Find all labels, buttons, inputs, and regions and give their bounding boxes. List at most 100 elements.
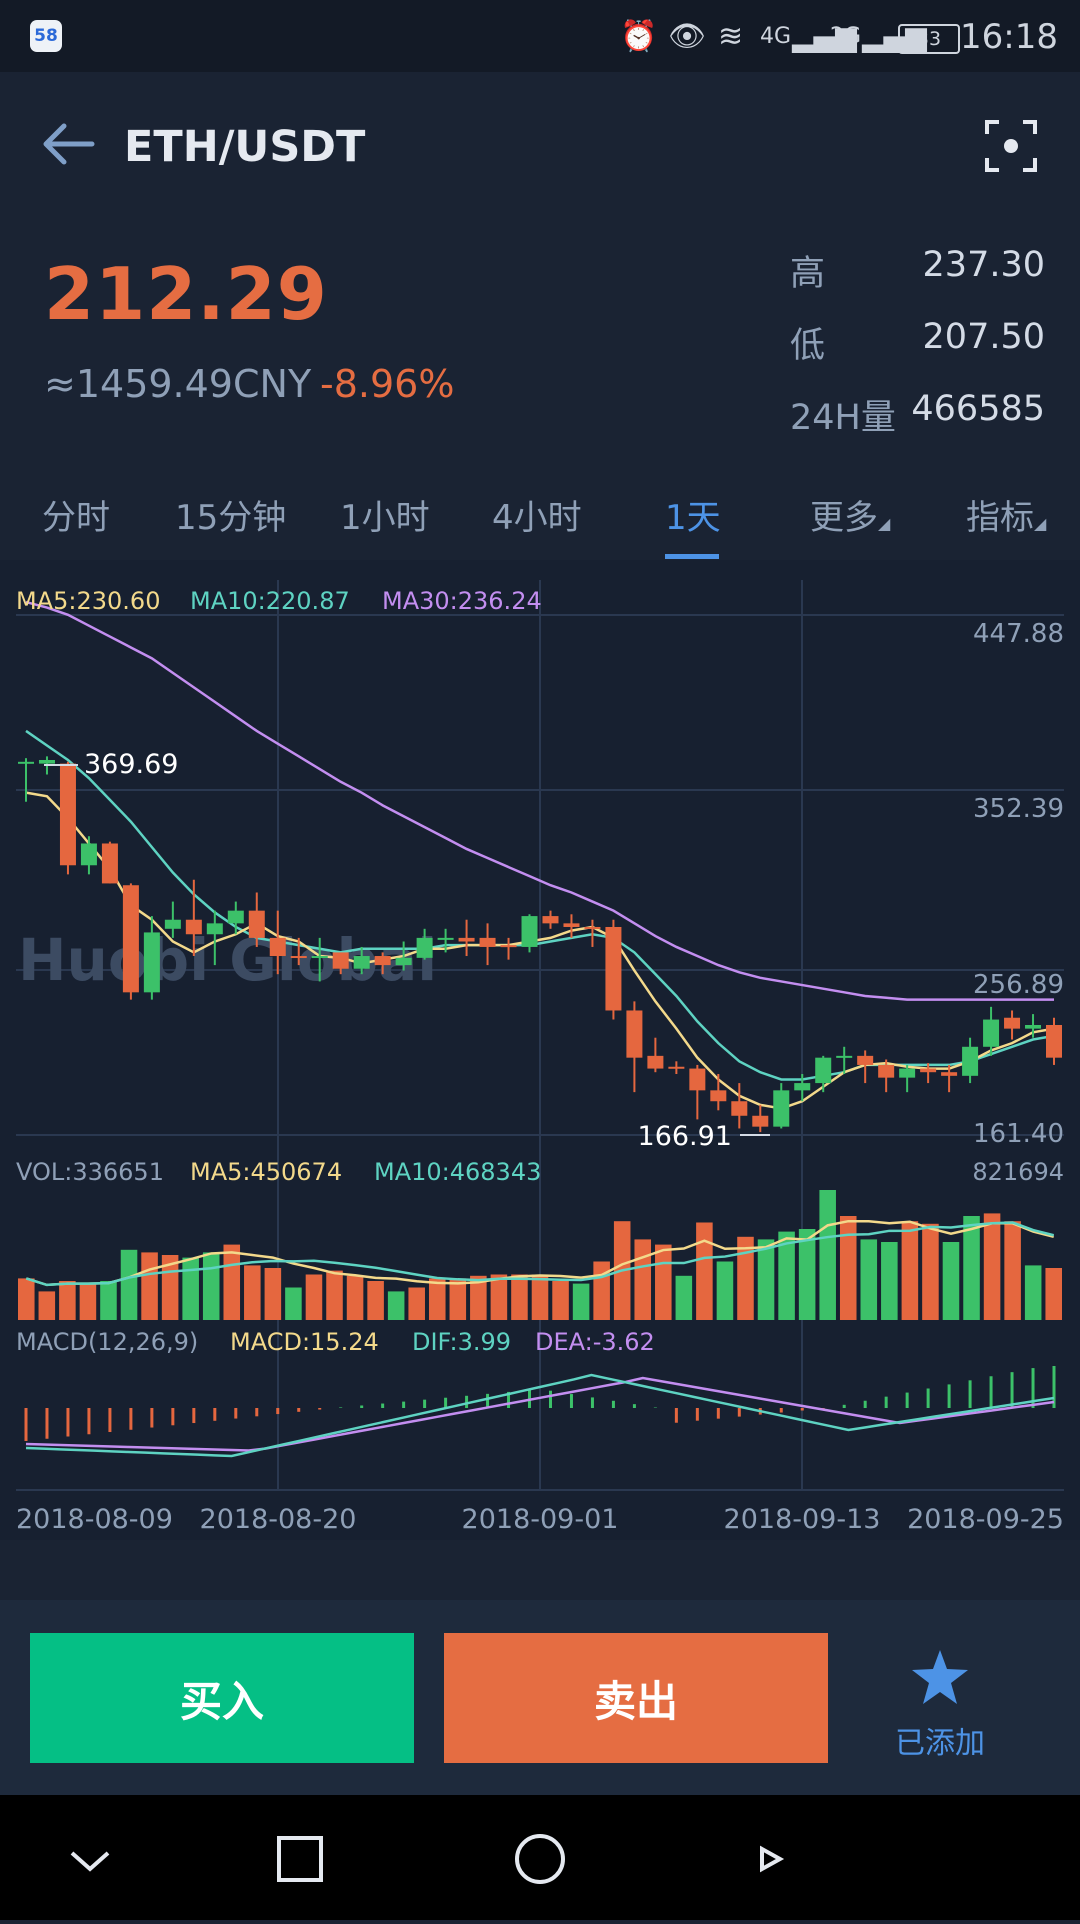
- high-marker: 369.69: [84, 749, 178, 780]
- volume-bar: [449, 1278, 467, 1320]
- candle: [941, 1072, 958, 1076]
- candle: [479, 937, 496, 947]
- volume-bar: [38, 1291, 56, 1320]
- vol-header: VOL:336651: [16, 1158, 164, 1186]
- macd-value: MACD:15.24: [230, 1328, 379, 1356]
- stat-high: 高 237.30: [790, 245, 1045, 317]
- fullscreen-icon[interactable]: [985, 120, 1037, 172]
- favorite-button[interactable]: 已添加: [880, 1640, 1000, 1761]
- candles: [18, 756, 1062, 1133]
- macd-pane: [24, 1366, 1056, 1458]
- x-label: 2018-08-09: [16, 1504, 173, 1535]
- candle: [248, 910, 265, 938]
- price-tick: 256.89: [973, 970, 1064, 1000]
- volume-bar: [819, 1190, 836, 1320]
- candle: [521, 916, 538, 947]
- tab-more-dropdown-icon: ◢: [878, 514, 891, 533]
- app-badge-icon: 58: [30, 20, 62, 52]
- candle: [836, 1055, 853, 1058]
- tab-15min[interactable]: 15分钟: [175, 498, 287, 538]
- candle: [563, 923, 580, 927]
- candle: [626, 1010, 643, 1058]
- system-nav-bar: [0, 1795, 1080, 1920]
- buy-button[interactable]: 买入: [30, 1633, 414, 1763]
- dif-value: DIF:3.99: [412, 1328, 511, 1356]
- volume-bar: [675, 1275, 693, 1320]
- favorite-label: 已添加: [895, 1726, 985, 1761]
- candle: [80, 843, 97, 866]
- signal-bars-icon: ▂▄▆: [792, 20, 857, 53]
- volume-bar: [1024, 1265, 1042, 1320]
- candle: [59, 763, 76, 866]
- candle: [710, 1090, 727, 1102]
- signal-4g-icon: 4G: [760, 24, 792, 49]
- sell-button[interactable]: 卖出: [444, 1633, 828, 1763]
- volume-bar: [408, 1287, 425, 1320]
- volume-bar: [305, 1274, 323, 1320]
- signal-2g-icon: 2G: [830, 24, 862, 49]
- status-bar: 58 ⏰ 👁 ≋ 4G ▂▄▆ 2G ▂▄▆ 33 16:18: [0, 0, 1080, 72]
- tab-4hour[interactable]: 4小时: [492, 498, 582, 538]
- volume-bar: [757, 1239, 775, 1320]
- vol-ma10-line: [25, 1221, 1055, 1287]
- action-bar: 买入 卖出 已添加: [0, 1600, 1080, 1795]
- header: ETH/USDT: [0, 72, 1080, 222]
- vol-ma5: MA5:450674: [190, 1158, 342, 1186]
- tab-indicator[interactable]: 指标◢: [966, 490, 1046, 539]
- active-tab-underline: [665, 554, 719, 559]
- status-icons: ⏰ 👁 ≋ 4G ▂▄▆ 2G ▂▄▆ 33 16:18: [620, 14, 1070, 60]
- volume-bar: [326, 1270, 343, 1320]
- volume-bar: [634, 1239, 652, 1320]
- volume-bar: [696, 1222, 713, 1320]
- volume-bar: [79, 1283, 97, 1320]
- tab-1day[interactable]: 1天: [665, 498, 721, 538]
- nav-back-icon[interactable]: [760, 1845, 785, 1873]
- candle: [164, 919, 181, 929]
- star-icon: [912, 1650, 968, 1704]
- back-arrow-icon[interactable]: [38, 114, 98, 174]
- volume-bar: [1004, 1221, 1021, 1320]
- volume-bar: [798, 1229, 816, 1320]
- tab-more[interactable]: 更多◢: [810, 490, 890, 539]
- price-tick: 352.39: [973, 794, 1064, 824]
- volume-bar: [367, 1281, 384, 1320]
- candle: [374, 956, 391, 966]
- volume-value: 466585: [911, 389, 1045, 429]
- cny-price: ≈1459.49CNY: [44, 362, 312, 406]
- volume-bar: [593, 1261, 610, 1320]
- candle: [794, 1083, 811, 1091]
- candle: [500, 945, 517, 948]
- volume-bar: [942, 1242, 960, 1320]
- volume-bar: [983, 1213, 1001, 1320]
- tab-fenshi[interactable]: 分时: [42, 498, 110, 538]
- nav-home-icon[interactable]: [515, 1834, 565, 1884]
- ticker-stats: 高 237.30 低 207.50 24H量 466585: [790, 245, 1045, 461]
- volume-label: 24H量: [790, 398, 896, 438]
- x-label: 2018-09-13: [724, 1504, 881, 1535]
- dif-line: [25, 1373, 1055, 1458]
- nav-recents-icon[interactable]: [277, 1836, 323, 1882]
- volume-bar: [202, 1252, 220, 1320]
- kline-chart[interactable]: Huobi Global MA5:230.60 MA10:220.87 MA30…: [0, 560, 1080, 1540]
- candle: [18, 761, 34, 764]
- volume-bar: [490, 1274, 508, 1320]
- x-label: 2018-09-25: [907, 1504, 1064, 1535]
- volume-bar: [141, 1252, 158, 1320]
- volume-bar: [716, 1261, 734, 1320]
- volume-bar: [778, 1231, 795, 1320]
- volume-bar: [285, 1287, 302, 1320]
- tab-more-label: 更多: [810, 498, 878, 538]
- wifi-icon: ≋: [718, 19, 744, 54]
- tab-1hour[interactable]: 1小时: [340, 498, 430, 538]
- candle: [143, 932, 160, 993]
- candle: [647, 1055, 664, 1069]
- nav-collapse-icon[interactable]: [70, 1851, 110, 1872]
- chart-canvas[interactable]: Huobi Global MA5:230.60 MA10:220.87 MA30…: [0, 560, 1080, 1540]
- candle: [815, 1057, 832, 1084]
- volume-bar: [901, 1221, 919, 1320]
- interval-tabs: 分时 15分钟 1小时 4小时 1天 更多◢ 指标◢: [0, 470, 1080, 560]
- candle: [1046, 1025, 1062, 1058]
- vol-ma5-line: [25, 1219, 1055, 1287]
- candle: [395, 957, 412, 966]
- x-label: 2018-09-01: [462, 1504, 619, 1535]
